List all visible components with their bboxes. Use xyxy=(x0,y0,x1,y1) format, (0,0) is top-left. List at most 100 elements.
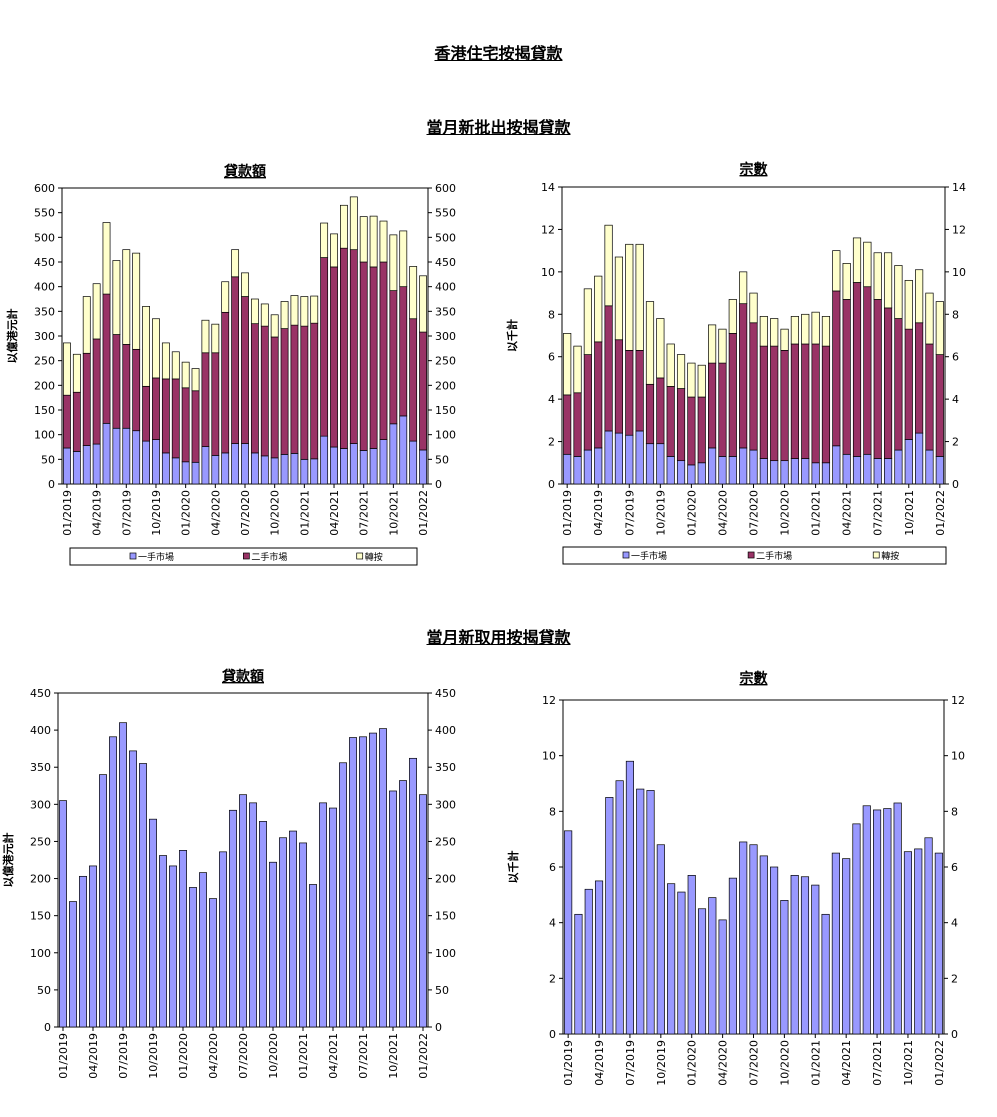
bar-refinance xyxy=(697,364,706,398)
x-tick-label: 10/2019 xyxy=(655,1040,668,1086)
bar-value xyxy=(646,790,655,1035)
y-tick-label-right: 150 xyxy=(435,910,456,923)
y-axis-label: 以千計 xyxy=(505,319,519,352)
bar-value xyxy=(584,888,593,1035)
bar-value xyxy=(636,788,645,1035)
bar-value xyxy=(780,900,789,1035)
bar-refinance xyxy=(142,306,150,387)
y-tick-label-left: 150 xyxy=(34,404,55,417)
legend-swatch xyxy=(356,552,364,560)
y-tick-label-right: 8 xyxy=(952,308,959,321)
bar-value xyxy=(739,841,748,1035)
bar-refinance xyxy=(63,342,71,396)
bar-refinance xyxy=(925,292,934,345)
bar-refinance xyxy=(340,204,348,249)
y-tick-label-left: 600 xyxy=(34,182,55,195)
bar-refinance xyxy=(102,222,111,295)
bar-value xyxy=(379,728,387,1028)
bar-value xyxy=(339,762,347,1028)
y-tick-label-left: 0 xyxy=(548,478,555,491)
x-tick-label: 10/2020 xyxy=(778,1040,791,1086)
y-tick-label-right: 200 xyxy=(435,873,456,886)
bar-value xyxy=(811,884,820,1035)
y-tick-label-right: 300 xyxy=(435,798,456,811)
x-tick-label: 04/2020 xyxy=(209,490,222,536)
y-tick-label-right: 600 xyxy=(435,182,456,195)
legend-swatch xyxy=(243,552,250,560)
chart-title: 宗數 xyxy=(740,161,768,178)
y-tick-label-right: 350 xyxy=(435,305,456,318)
y-tick-label-left: 450 xyxy=(34,256,55,269)
bar-refinance xyxy=(563,333,572,396)
bar-refinance xyxy=(894,265,903,319)
y-tick-label-right: 500 xyxy=(435,231,456,244)
section-title-drawn: 當月新取用按揭貸款 xyxy=(426,628,571,647)
y-tick-label-left: 6 xyxy=(549,861,556,874)
y-tick-label-left: 400 xyxy=(30,724,51,737)
legend-swatch xyxy=(872,551,880,559)
y-tick-label-left: 0 xyxy=(48,478,55,491)
bar-refinance xyxy=(349,196,358,251)
bar-refinance xyxy=(122,249,131,345)
bar-refinance xyxy=(379,220,388,263)
x-tick-label: 04/2020 xyxy=(717,1040,730,1086)
x-tick-label: 01/2022 xyxy=(934,490,947,536)
bar-value xyxy=(842,858,851,1035)
bar-value xyxy=(770,866,779,1035)
bar-value xyxy=(319,802,327,1028)
bar-value xyxy=(914,848,923,1035)
y-tick-label-right: 150 xyxy=(435,404,456,417)
legend-swatch xyxy=(129,552,137,560)
y-tick-label-left: 100 xyxy=(30,947,51,960)
y-axis-label: 以億港元計 xyxy=(1,833,15,888)
bar-refinance xyxy=(92,283,101,340)
y-tick-label-left: 450 xyxy=(30,687,51,700)
y-tick-label-left: 100 xyxy=(34,429,55,442)
bar-refinance xyxy=(290,295,299,326)
x-tick-label: 10/2019 xyxy=(150,490,163,536)
x-tick-label: 10/2020 xyxy=(779,490,792,536)
bar-refinance xyxy=(635,243,644,351)
bar-refinance xyxy=(409,266,418,320)
bar-refinance xyxy=(863,241,872,288)
x-tick-label: 01/2021 xyxy=(810,490,823,536)
bar-refinance xyxy=(801,313,810,345)
x-tick-label: 10/2021 xyxy=(387,490,400,536)
bar-refinance xyxy=(625,243,634,351)
bar-value xyxy=(718,919,727,1035)
y-tick-label-right: 50 xyxy=(435,453,449,466)
bar-refinance xyxy=(708,324,717,364)
bar-refinance xyxy=(152,318,160,379)
y-tick-label-left: 300 xyxy=(34,330,55,343)
y-tick-label-left: 4 xyxy=(548,393,555,406)
y-tick-label-left: 250 xyxy=(30,835,51,848)
x-tick-label: 04/2019 xyxy=(87,1033,100,1079)
x-tick-label: 04/2021 xyxy=(840,1040,853,1086)
bar-value xyxy=(697,908,707,1035)
legend-swatch xyxy=(747,551,755,559)
bar-value xyxy=(605,797,614,1035)
y-tick-label-right: 0 xyxy=(951,1028,958,1041)
bar-value xyxy=(279,837,287,1028)
y-tick-label-left: 200 xyxy=(30,873,51,886)
x-tick-label: 01/2021 xyxy=(809,1040,822,1086)
x-tick-label: 04/2019 xyxy=(592,490,605,536)
chart-title: 貸款額 xyxy=(223,163,266,180)
y-tick-label-right: 8 xyxy=(951,805,958,818)
x-tick-label: 07/2019 xyxy=(623,490,636,536)
x-tick-label: 01/2020 xyxy=(180,490,193,536)
y-axis-label: 以億港元計 xyxy=(5,309,19,364)
x-tick-label: 01/2020 xyxy=(686,1040,699,1086)
bar-refinance xyxy=(935,301,944,355)
x-tick-label: 07/2020 xyxy=(239,490,252,536)
bar-refinance xyxy=(676,354,686,389)
x-tick-label: 07/2019 xyxy=(120,490,133,536)
x-tick-label: 10/2021 xyxy=(387,1033,400,1079)
y-tick-label-right: 2 xyxy=(951,972,958,985)
chart-title: 貸款額 xyxy=(221,668,264,685)
bar-refinance xyxy=(832,250,841,292)
x-tick-label: 07/2021 xyxy=(357,1033,370,1079)
x-tick-label: 10/2019 xyxy=(147,1033,160,1079)
